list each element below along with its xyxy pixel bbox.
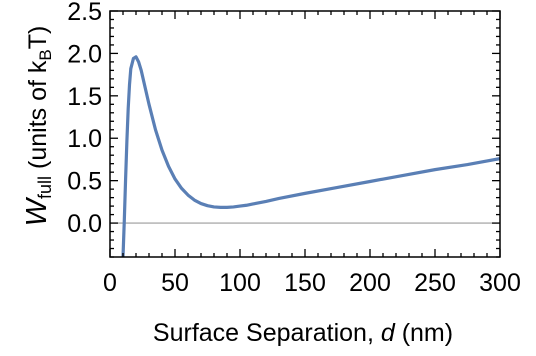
x-tick-label: 250 [414,269,456,297]
y-axis-title-prefix: (units of k [24,60,52,176]
x-axis-title-unit: (nm) [395,319,453,347]
x-tick-label: 0 [103,269,117,297]
y-tick-label: 0.5 [67,168,102,196]
series-group [121,55,500,257]
x-tick-label: 150 [284,269,326,297]
y-tick-label: 2.5 [67,0,102,26]
y-tick-label: 1.5 [67,83,102,111]
ticks-group [109,10,501,258]
y-tick-label: 0.0 [67,210,102,238]
y-axis-title-subscript: full [35,176,55,199]
y-axis-title-unit-subscript: B [36,49,55,60]
x-tick-label: 100 [219,269,261,297]
x-axis-title-text: Surface Separation, [153,319,381,347]
x-tick-label: 300 [479,269,521,297]
y-tick-label: 2.0 [67,40,102,68]
y-axis-title-symbol: W [21,196,53,226]
y-tick-label: 1.0 [67,125,102,153]
y-axis-title: Wfull (units of kBT) [21,26,55,227]
x-tick-label: 50 [161,269,189,297]
y-axis-title-suffix: T) [24,26,52,50]
y-tick-labels: 0.0 0.5 1.0 1.5 2.0 2.5 [67,0,102,238]
x-axis-title: Surface Separation, d (nm) [153,319,453,347]
x-axis-title-variable: d [381,319,396,347]
series-line-0 [121,55,500,257]
x-tick-labels: 0 50 100 150 200 250 300 [103,269,521,297]
x-tick-label: 200 [349,269,391,297]
